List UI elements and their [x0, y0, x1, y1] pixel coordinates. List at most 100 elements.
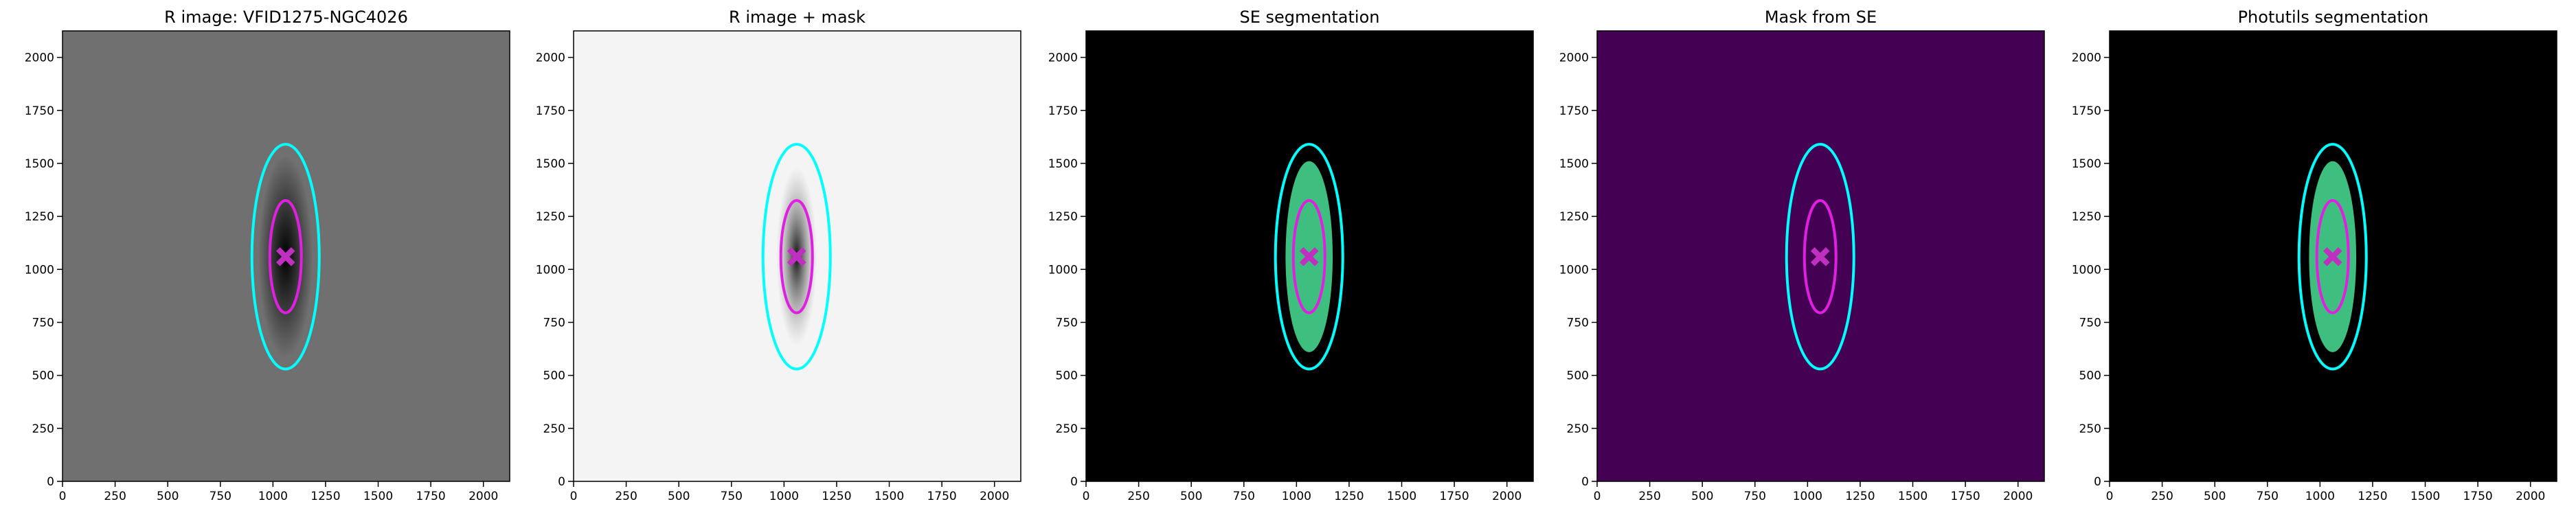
image-area — [63, 31, 510, 481]
chart-title: R image + mask — [729, 8, 866, 27]
y-tick-label: 2000 — [1559, 52, 1589, 65]
center-marker — [275, 247, 295, 266]
x-tick-label: 0 — [1083, 490, 1090, 503]
center-marker — [1299, 247, 1319, 266]
aperture-ellipse — [1785, 143, 1855, 371]
y-tick-label: 0 — [47, 475, 54, 489]
axes-frame — [1085, 30, 1534, 482]
y-tick-label: 1250 — [1048, 210, 1078, 224]
y-tick-label: 1750 — [1559, 104, 1589, 118]
y-tick-label: 500 — [2079, 369, 2101, 383]
aperture-ellipse — [2297, 143, 2368, 371]
y-tick-label: 250 — [543, 422, 565, 436]
chart-title: SE segmentation — [1240, 8, 1380, 27]
x-tick-label: 750 — [1744, 490, 1766, 503]
aperture-ellipse — [1291, 198, 1326, 314]
x-tick-label: 1250 — [310, 490, 340, 503]
y-tick-label: 1500 — [2072, 157, 2101, 171]
y-tick-label: 1750 — [2072, 104, 2101, 118]
aperture-ellipse — [2315, 198, 2350, 314]
x-tick-label: 500 — [1691, 490, 1713, 503]
x-tick-label: 1250 — [822, 490, 851, 503]
x-tick-label: 250 — [615, 490, 637, 503]
y-tick-label: 0 — [1581, 475, 1589, 489]
aperture-ellipse — [250, 143, 321, 371]
x-tick-label: 1500 — [1898, 490, 1928, 503]
x-tick-label: 750 — [2257, 490, 2279, 503]
x-tick-label: 750 — [210, 490, 231, 503]
aperture-ellipse — [779, 198, 814, 314]
center-marker — [1810, 247, 1830, 266]
y-tick-label: 0 — [2094, 475, 2101, 489]
y-tick-label: 1250 — [536, 210, 565, 224]
axes-frame — [1596, 30, 2045, 482]
y-tick-label: 1750 — [1048, 104, 1078, 118]
x-tick-label: 500 — [157, 490, 179, 503]
y-tick-label: 750 — [1056, 316, 1078, 330]
x-tick-label: 1750 — [2463, 490, 2492, 503]
y-tick-label: 0 — [558, 475, 565, 489]
x-tick-label: 1000 — [1282, 490, 1311, 503]
chart-title: Photutils segmentation — [2238, 8, 2429, 27]
x-tick-label: 1500 — [363, 490, 393, 503]
x-tick-label: 250 — [1638, 490, 1660, 503]
chart-title: R image: VFID1275-NGC4026 — [164, 8, 408, 27]
center-marker — [2323, 247, 2342, 266]
x-tick-label: 1750 — [416, 490, 445, 503]
y-tick-label: 1000 — [1559, 263, 1589, 277]
y-tick-label: 1750 — [25, 104, 54, 118]
y-tick-label: 1000 — [1048, 263, 1078, 277]
image-area — [1086, 31, 1533, 481]
x-tick-label: 0 — [1594, 490, 1601, 503]
x-tick-label: 1000 — [769, 490, 799, 503]
x-tick-label: 500 — [1180, 490, 1202, 503]
x-tick-label: 1250 — [1334, 490, 1364, 503]
aperture-ellipse — [761, 143, 832, 371]
y-tick-label: 250 — [32, 422, 54, 436]
y-tick-label: 2000 — [2072, 52, 2101, 65]
aperture-ellipse — [1274, 143, 1344, 371]
x-tick-label: 750 — [721, 490, 743, 503]
x-tick-label: 1750 — [1439, 490, 1469, 503]
y-tick-label: 500 — [1056, 369, 1078, 383]
y-tick-label: 1000 — [536, 263, 565, 277]
y-tick-label: 250 — [1056, 422, 1078, 436]
image-area — [1597, 31, 2044, 481]
x-tick-label: 2000 — [2516, 490, 2545, 503]
y-tick-label: 0 — [1070, 475, 1078, 489]
y-tick-label: 1500 — [1048, 157, 1078, 171]
y-tick-label: 1000 — [25, 263, 54, 277]
aperture-ellipse — [1803, 198, 1838, 314]
x-tick-label: 500 — [2204, 490, 2226, 503]
y-tick-label: 1250 — [25, 210, 54, 224]
y-tick-label: 250 — [1567, 422, 1589, 436]
y-tick-label: 1250 — [1559, 210, 1589, 224]
axes-frame — [2109, 30, 2557, 482]
y-tick-label: 2000 — [1048, 52, 1078, 65]
y-tick-label: 500 — [32, 369, 54, 383]
y-tick-label: 1250 — [2072, 210, 2101, 224]
y-tick-label: 1000 — [2072, 263, 2101, 277]
x-tick-label: 2000 — [468, 490, 498, 503]
x-tick-label: 500 — [668, 490, 690, 503]
y-tick-label: 2000 — [25, 52, 54, 65]
x-tick-label: 1500 — [1387, 490, 1416, 503]
x-tick-label: 250 — [2151, 490, 2173, 503]
x-tick-label: 1250 — [1845, 490, 1875, 503]
x-tick-label: 1000 — [258, 490, 288, 503]
aperture-ellipse — [268, 198, 303, 314]
y-tick-label: 1500 — [25, 157, 54, 171]
y-tick-label: 1500 — [536, 157, 565, 171]
y-tick-label: 500 — [1567, 369, 1589, 383]
image-area — [2110, 31, 2557, 481]
y-tick-label: 750 — [32, 316, 54, 330]
x-tick-label: 2000 — [980, 490, 1009, 503]
y-tick-label: 250 — [2079, 422, 2101, 436]
y-tick-label: 1500 — [1559, 157, 1589, 171]
x-tick-label: 250 — [104, 490, 126, 503]
x-tick-label: 1750 — [927, 490, 956, 503]
x-tick-label: 0 — [570, 490, 578, 503]
x-tick-label: 1750 — [1950, 490, 1980, 503]
